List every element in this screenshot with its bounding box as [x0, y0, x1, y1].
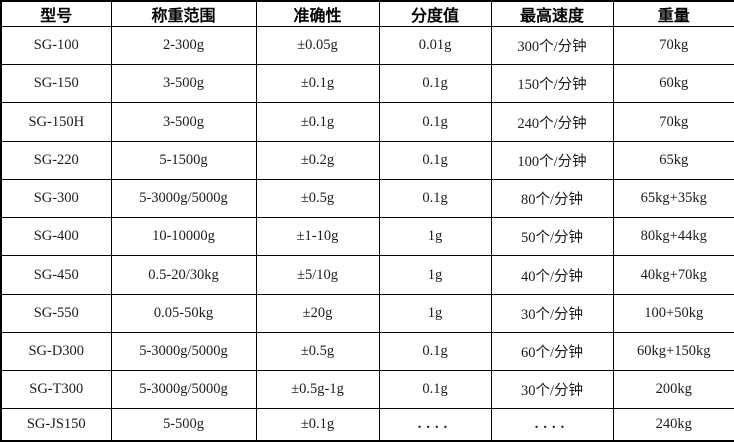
cell-weighing-range: 0.05-50kg — [110, 293, 257, 333]
cell-division-value: 1g — [378, 217, 492, 257]
cell-model: SG-D300 — [0, 331, 112, 372]
cell-model: SG-300 — [0, 178, 112, 219]
column-header-division-value: 分度值 — [378, 0, 492, 27]
cell-model: SG-150 — [0, 64, 112, 104]
table-row: SG-T300 5-3000g/5000g ±0.5g-1g 0.1g 30个/… — [0, 370, 734, 410]
cell-max-speed: 300个/分钟 — [490, 25, 614, 66]
cell-weight: 200kg — [612, 370, 734, 410]
header-row: 型号 称重范围 准确性 分度值 最高速度 重量 — [0, 0, 734, 27]
cell-weighing-range: 5-1500g — [110, 140, 257, 180]
table-row: SG-D300 5-3000g/5000g ±0.5g 0.1g 60个/分钟 … — [0, 331, 734, 372]
cell-division-value: 1g — [378, 293, 492, 333]
cell-max-speed: 100个/分钟 — [490, 140, 614, 180]
cell-max-speed: 30个/分钟 — [490, 370, 614, 410]
column-header-max-speed: 最高速度 — [490, 0, 614, 27]
cell-weighing-range: 3-500g — [110, 102, 257, 142]
cell-weighing-range: 5-3000g/5000g — [110, 331, 257, 372]
cell-division-value: .... — [378, 408, 492, 442]
cell-model: SG-550 — [0, 293, 112, 333]
cell-accuracy: ±20g — [255, 293, 380, 333]
cell-max-speed: 30个/分钟 — [490, 293, 614, 333]
cell-weight: 60kg+150kg — [612, 331, 734, 372]
cell-division-value: 0.1g — [378, 140, 492, 180]
cell-max-speed: 240个/分钟 — [490, 102, 614, 142]
cell-weighing-range: 5-500g — [110, 408, 257, 442]
cell-division-value: 1g — [378, 255, 492, 295]
table-row: SG-100 2-300g ±0.05g 0.01g 300个/分钟 70kg — [0, 25, 734, 66]
cell-weight: 65kg+35kg — [612, 178, 734, 219]
cell-division-value: 0.1g — [378, 331, 492, 372]
cell-model: SG-220 — [0, 140, 112, 180]
cell-accuracy: ±0.1g — [255, 408, 380, 442]
table-row: SG-220 5-1500g ±0.2g 0.1g 100个/分钟 65kg — [0, 140, 734, 180]
cell-weighing-range: 3-500g — [110, 64, 257, 104]
cell-accuracy: ±0.1g — [255, 64, 380, 104]
cell-weight: 100+50kg — [612, 293, 734, 333]
cell-model: SG-450 — [0, 255, 112, 295]
column-header-model: 型号 — [0, 0, 112, 27]
cell-accuracy: ±0.5g-1g — [255, 370, 380, 410]
cell-accuracy: ±0.5g — [255, 178, 380, 219]
cell-model: SG-JS150 — [0, 408, 112, 442]
cell-accuracy: ±0.1g — [255, 102, 380, 142]
table-row: SG-450 0.5-20/30kg ±5/10g 1g 40个/分钟 40kg… — [0, 255, 734, 295]
table-row: SG-150 3-500g ±0.1g 0.1g 150个/分钟 60kg — [0, 64, 734, 104]
table-row: SG-550 0.05-50kg ±20g 1g 30个/分钟 100+50kg — [0, 293, 734, 333]
cell-weight: 65kg — [612, 140, 734, 180]
table-row: SG-150H 3-500g ±0.1g 0.1g 240个/分钟 70kg — [0, 102, 734, 142]
cell-weight: 40kg+70kg — [612, 255, 734, 295]
cell-max-speed: 40个/分钟 — [490, 255, 614, 295]
table-row: SG-300 5-3000g/5000g ±0.5g 0.1g 80个/分钟 6… — [0, 178, 734, 219]
cell-max-speed: 50个/分钟 — [490, 217, 614, 257]
cell-model: SG-100 — [0, 25, 112, 66]
cell-weighing-range: 5-3000g/5000g — [110, 178, 257, 219]
column-header-accuracy: 准确性 — [255, 0, 380, 27]
column-header-weighing-range: 称重范围 — [110, 0, 257, 27]
cell-weighing-range: 0.5-20/30kg — [110, 255, 257, 295]
cell-division-value: 0.1g — [378, 370, 492, 410]
cell-weight: 60kg — [612, 64, 734, 104]
cell-accuracy: ±5/10g — [255, 255, 380, 295]
cell-accuracy: ±0.5g — [255, 331, 380, 372]
table-row: SG-400 10-10000g ±1-10g 1g 50个/分钟 80kg+4… — [0, 217, 734, 257]
cell-accuracy: ±1-10g — [255, 217, 380, 257]
cell-division-value: 0.01g — [378, 25, 492, 66]
cell-weight: 70kg — [612, 102, 734, 142]
cell-weighing-range: 5-3000g/5000g — [110, 370, 257, 410]
cell-model: SG-T300 — [0, 370, 112, 410]
cell-max-speed: 80个/分钟 — [490, 178, 614, 219]
cell-accuracy: ±0.2g — [255, 140, 380, 180]
cell-division-value: 0.1g — [378, 102, 492, 142]
cell-max-speed: .... — [490, 408, 614, 442]
cell-weight: 240kg — [612, 408, 734, 442]
cell-max-speed: 150个/分钟 — [490, 64, 614, 104]
cell-weighing-range: 2-300g — [110, 25, 257, 66]
cell-weight: 70kg — [612, 25, 734, 66]
cell-model: SG-400 — [0, 217, 112, 257]
cell-weight: 80kg+44kg — [612, 217, 734, 257]
cell-accuracy: ±0.05g — [255, 25, 380, 66]
table-row: SG-JS150 5-500g ±0.1g .... .... 240kg — [0, 408, 734, 442]
column-header-weight: 重量 — [612, 0, 734, 27]
cell-model: SG-150H — [0, 102, 112, 142]
cell-division-value: 0.1g — [378, 64, 492, 104]
cell-division-value: 0.1g — [378, 178, 492, 219]
cell-weighing-range: 10-10000g — [110, 217, 257, 257]
cell-max-speed: 60个/分钟 — [490, 331, 614, 372]
